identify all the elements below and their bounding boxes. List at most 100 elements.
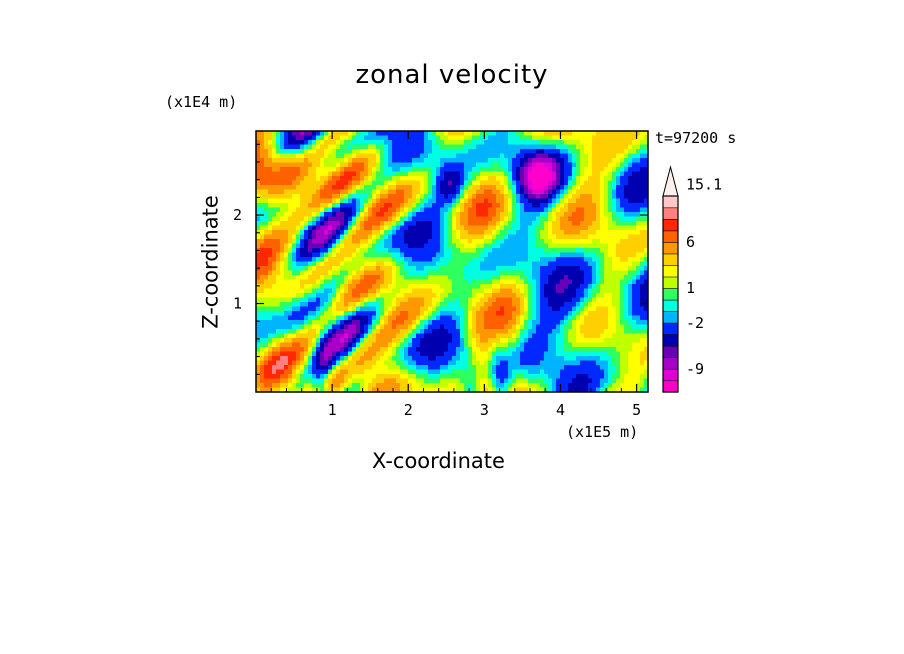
field-cell [456,234,461,240]
chart-title: zonal velocity [355,60,549,90]
field-cell [580,356,585,362]
field-cell [492,234,497,240]
field-cell [340,230,345,236]
field-cell [464,347,469,353]
field-cell [476,311,481,317]
field-cell [392,333,397,339]
field-cell [528,167,533,173]
field-cell [532,311,537,317]
field-cell [356,378,361,384]
field-cell [412,288,417,294]
field-cell [568,338,573,344]
field-cell [332,167,337,173]
field-cell [272,257,277,263]
field-cell [456,270,461,276]
field-cell [440,387,445,392]
field-cell [444,144,449,150]
field-cell [548,378,553,384]
field-cell [492,329,497,335]
field-cell [440,149,445,155]
field-cell [324,311,329,317]
field-cell [276,149,281,155]
field-cell [312,144,317,150]
field-cell [512,171,517,177]
field-cell [260,374,265,380]
field-cell [476,261,481,267]
field-cell [280,248,285,254]
field-cell [424,225,429,231]
field-cell [408,135,413,141]
field-cell [340,225,345,231]
field-cell [512,225,517,231]
field-cell [404,185,409,191]
field-cell [312,279,317,285]
field-cell [280,297,285,303]
field-cell [504,248,509,254]
field-cell [348,185,353,191]
field-cell [552,279,557,285]
field-cell [340,140,345,146]
field-cell [272,131,277,137]
field-cell [464,162,469,168]
field-cell [392,311,397,317]
field-cell [260,194,265,200]
field-cell [564,185,569,191]
field-cell [312,212,317,218]
field-cell [536,293,541,299]
field-cell [352,135,357,141]
field-cell [476,207,481,213]
field-cell [260,284,265,290]
field-cell [256,279,261,285]
field-cell [412,239,417,245]
field-cell [288,252,293,258]
field-cell [344,207,349,213]
field-cell [300,284,305,290]
field-cell [580,347,585,353]
field-cell [428,207,433,213]
field-cell [428,288,433,294]
field-cell [296,212,301,218]
field-cell [544,149,549,155]
field-cell [348,320,353,326]
field-cell [328,144,333,150]
field-cell [356,306,361,312]
field-cell [516,297,521,303]
field-cell [348,351,353,357]
field-cell [444,194,449,200]
field-cell [316,180,321,186]
field-cell [588,284,593,290]
field-cell [288,275,293,281]
field-cell [504,270,509,276]
field-cell [420,207,425,213]
field-cell [376,351,381,357]
field-cell [320,387,325,392]
field-cell [556,140,561,146]
field-cell [372,338,377,344]
field-cell [328,293,333,299]
field-cell [524,140,529,146]
field-cell [356,194,361,200]
field-cell [568,333,573,339]
field-cell [596,243,601,249]
field-cell [420,387,425,392]
field-cell [384,351,389,357]
field-cell [488,342,493,348]
field-cell [500,203,505,209]
field-cell [428,198,433,204]
field-cell [336,270,341,276]
field-cell [540,365,545,371]
field-cell [448,171,453,177]
field-cell [288,315,293,321]
field-cell [344,230,349,236]
field-cell [340,252,345,258]
field-cell [576,180,581,186]
field-cell [452,383,457,389]
field-cell [568,270,573,276]
field-cell [588,149,593,155]
field-cell [384,135,389,141]
field-cell [504,207,509,213]
field-cell [396,311,401,317]
field-cell [508,333,513,339]
field-cell [580,333,585,339]
field-cell [328,261,333,267]
